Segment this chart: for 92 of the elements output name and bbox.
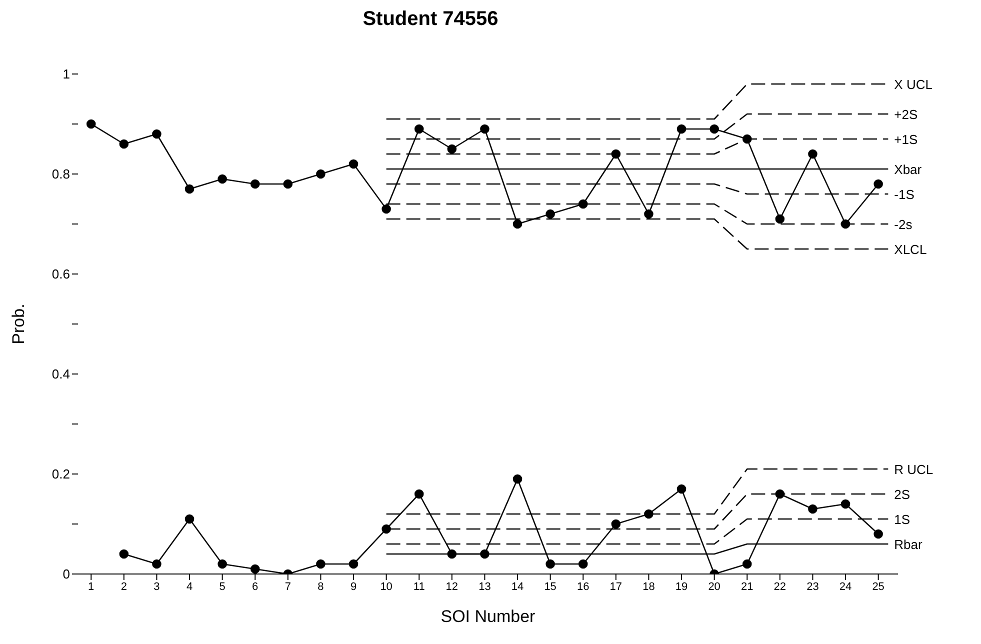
series-label: Rbar: [894, 537, 924, 552]
point: [840, 219, 850, 229]
point: [447, 144, 457, 154]
point: [578, 559, 588, 569]
series-label: XLCL: [894, 242, 927, 257]
point: [512, 219, 522, 229]
x-tick-label: 12: [446, 580, 458, 593]
point: [184, 514, 194, 524]
point: [578, 199, 588, 209]
point: [512, 474, 522, 484]
point: [348, 159, 358, 169]
point: [546, 209, 555, 219]
y-tick-label: 1: [62, 66, 70, 82]
x-tick-label: 2: [120, 580, 127, 593]
point: [742, 134, 752, 144]
y-axis-title: Prob.: [9, 304, 28, 344]
x-axis-title: SOI Number: [440, 607, 536, 626]
series-label: 2S: [894, 487, 910, 502]
series-label: +2S: [894, 107, 918, 122]
point: [119, 139, 129, 149]
x-tick-label: 8: [318, 580, 324, 593]
point: [184, 184, 194, 194]
point: [382, 524, 391, 534]
point: [611, 149, 621, 159]
y-tick-label: 0.8: [52, 166, 70, 182]
x-tick-label: 10: [380, 580, 392, 593]
x-tick-label: 6: [252, 580, 258, 593]
x-tick-label: 9: [350, 580, 357, 593]
x-tick-label: 3: [154, 580, 160, 593]
x-tick-label: 14: [511, 580, 524, 593]
point: [676, 124, 686, 134]
point: [480, 124, 490, 134]
point: [348, 559, 358, 569]
x-tick-label: 22: [774, 580, 786, 593]
x-tick-label: 23: [806, 580, 819, 593]
point: [546, 559, 555, 569]
x-tick-label: 4: [186, 580, 193, 593]
point: [86, 119, 96, 129]
point: [414, 489, 424, 499]
point: [775, 214, 785, 224]
x-tick-label: 13: [478, 580, 491, 593]
point: [874, 179, 883, 189]
point: [382, 204, 391, 214]
point: [414, 124, 424, 134]
x-tick-label: 17: [610, 580, 622, 593]
series-label: Xbar: [894, 162, 922, 177]
x-tick-label: 24: [839, 580, 852, 593]
y-tick-label: 0.4: [52, 366, 70, 382]
x-tick-label: 7: [284, 580, 291, 593]
point: [250, 564, 260, 574]
point: [874, 529, 883, 539]
series-label: -1S: [894, 187, 915, 202]
point: [283, 179, 293, 189]
y-tick-label: 0: [62, 566, 70, 582]
x-tick-label: 21: [740, 580, 754, 593]
point: [808, 504, 818, 514]
x-tick-label: 5: [219, 580, 226, 593]
point: [808, 149, 818, 159]
series-label: 1S: [894, 512, 910, 527]
series-label: -2s: [894, 217, 913, 232]
x-tick-label: 15: [544, 580, 556, 593]
x-tick-label: 1: [88, 580, 94, 593]
x-tick-label: 19: [675, 580, 688, 593]
series-label: X UCL: [894, 77, 932, 92]
point: [742, 559, 752, 569]
point: [152, 559, 162, 569]
point: [250, 179, 260, 189]
point: [775, 489, 785, 499]
point: [218, 174, 227, 184]
point: [644, 509, 654, 519]
point: [840, 499, 850, 509]
point: [218, 559, 227, 569]
y-tick-label: 0.2: [52, 466, 70, 482]
x-tick-label: 25: [872, 580, 884, 593]
point: [611, 519, 621, 529]
point: [316, 559, 326, 569]
point: [710, 124, 719, 134]
chart-title: Student 74556: [362, 8, 500, 32]
x-tick-label: 18: [642, 580, 655, 593]
y-tick-label: 0.6: [52, 266, 70, 282]
series-label: R UCL: [894, 462, 934, 477]
x-tick-label: 20: [708, 580, 720, 593]
point: [447, 549, 457, 559]
point: [316, 169, 326, 179]
x-tick-label: 16: [576, 580, 590, 593]
point: [152, 129, 162, 139]
series-label: +1S: [894, 132, 918, 147]
point: [119, 549, 129, 559]
point: [644, 209, 654, 219]
point: [676, 484, 686, 494]
point: [480, 549, 490, 559]
x-tick-label: 11: [413, 580, 425, 593]
